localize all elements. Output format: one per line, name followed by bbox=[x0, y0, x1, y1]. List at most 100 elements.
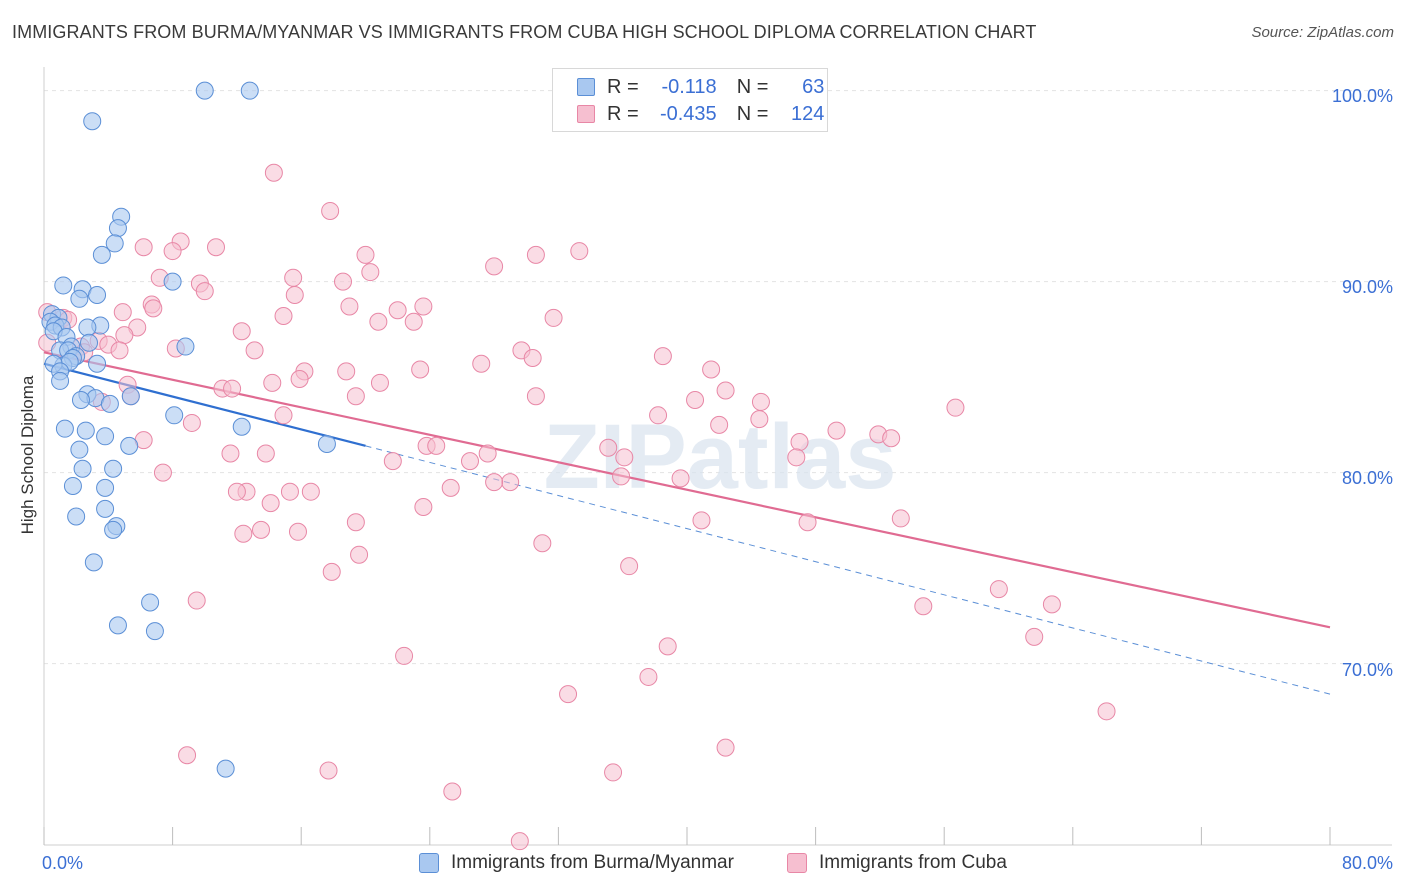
point-cuba bbox=[716, 381, 735, 400]
x-tick-label-right: 80.0% bbox=[1341, 853, 1393, 873]
point-cuba bbox=[370, 373, 389, 392]
point-burma bbox=[105, 234, 124, 253]
y-tick-label-90: 90.0% bbox=[1341, 277, 1393, 297]
point-cuba bbox=[290, 370, 309, 389]
legend-label-burma: Immigrants from Burma/Myanmar bbox=[451, 852, 734, 873]
point-burma bbox=[55, 419, 74, 438]
legend-item-burma[interactable]: Immigrants from Burma/Myanmar bbox=[419, 852, 734, 874]
n-value: 63 bbox=[802, 75, 825, 98]
point-cuba bbox=[716, 738, 735, 757]
point-cuba bbox=[284, 268, 303, 287]
point-cuba bbox=[263, 373, 282, 392]
point-cuba bbox=[319, 761, 338, 780]
point-cuba bbox=[544, 308, 563, 327]
point-cuba bbox=[478, 444, 497, 463]
stats-row-cuba: R = -0.435 N = 124 bbox=[577, 101, 824, 127]
point-cuba bbox=[510, 832, 529, 851]
point-cuba bbox=[443, 782, 462, 801]
point-cuba bbox=[274, 306, 293, 325]
point-burma bbox=[108, 219, 127, 238]
series-legend: Immigrants from Burma/Myanmar Immigrants… bbox=[0, 852, 1406, 878]
point-burma bbox=[104, 520, 123, 539]
trend-line-cuba bbox=[43, 351, 1331, 629]
burma-legend-swatch bbox=[419, 853, 439, 873]
point-burma bbox=[76, 421, 95, 440]
point-cuba bbox=[207, 238, 226, 257]
point-cuba bbox=[460, 452, 479, 471]
point-cuba bbox=[790, 433, 809, 452]
point-cuba bbox=[989, 580, 1008, 599]
legend-item-cuba[interactable]: Immigrants from Cuba bbox=[787, 852, 1007, 874]
point-cuba bbox=[559, 685, 578, 704]
point-cuba bbox=[798, 513, 817, 532]
point-burma bbox=[165, 406, 184, 425]
point-cuba bbox=[264, 163, 283, 182]
point-cuba bbox=[356, 245, 375, 264]
point-cuba bbox=[523, 349, 542, 368]
y-axis-title: High School Diploma bbox=[18, 375, 37, 535]
point-cuba bbox=[604, 763, 623, 782]
trend-line-burma bbox=[43, 362, 366, 447]
point-cuba bbox=[946, 398, 965, 417]
point-burma bbox=[317, 434, 336, 453]
data-points bbox=[38, 81, 1116, 851]
point-cuba bbox=[337, 362, 356, 381]
point-cuba bbox=[414, 497, 433, 516]
cuba-legend-swatch bbox=[787, 853, 807, 873]
point-cuba bbox=[256, 444, 275, 463]
stats-row-burma: R = -0.118 N = 63 bbox=[577, 74, 824, 100]
point-burma bbox=[108, 616, 127, 635]
point-cuba bbox=[110, 341, 129, 360]
point-burma bbox=[83, 112, 102, 131]
n-value: 124 bbox=[791, 102, 825, 125]
point-cuba bbox=[321, 201, 340, 220]
point-cuba bbox=[615, 448, 634, 467]
point-cuba bbox=[115, 326, 134, 345]
point-cuba bbox=[301, 482, 320, 501]
stats-legend: R = -0.118 N = 63 R = -0.435 N = 124 bbox=[552, 68, 828, 132]
point-cuba bbox=[261, 494, 280, 513]
point-cuba bbox=[280, 482, 299, 501]
point-burma bbox=[240, 81, 259, 100]
point-cuba bbox=[346, 387, 365, 406]
point-cuba bbox=[827, 421, 846, 440]
point-cuba bbox=[599, 438, 618, 457]
point-burma bbox=[96, 499, 115, 518]
point-burma bbox=[71, 391, 90, 410]
point-cuba bbox=[252, 520, 271, 539]
grid-lines bbox=[44, 90, 1392, 665]
point-cuba bbox=[649, 406, 668, 425]
point-cuba bbox=[178, 746, 197, 765]
point-burma bbox=[80, 333, 99, 352]
point-cuba bbox=[686, 391, 705, 410]
point-cuba bbox=[163, 242, 182, 261]
point-cuba bbox=[501, 473, 520, 492]
point-cuba bbox=[485, 257, 504, 276]
point-cuba bbox=[153, 463, 172, 482]
point-burma bbox=[104, 459, 123, 478]
point-cuba bbox=[288, 522, 307, 541]
point-burma bbox=[78, 318, 97, 337]
point-cuba bbox=[388, 301, 407, 320]
point-cuba bbox=[472, 354, 491, 373]
point-cuba bbox=[639, 667, 658, 686]
point-cuba bbox=[195, 282, 214, 301]
point-burma bbox=[63, 476, 82, 495]
point-cuba bbox=[322, 562, 341, 581]
point-cuba bbox=[692, 511, 711, 530]
point-burma bbox=[73, 459, 92, 478]
point-cuba bbox=[361, 263, 380, 282]
point-cuba bbox=[787, 448, 806, 467]
point-burma bbox=[141, 593, 160, 612]
point-cuba bbox=[234, 524, 253, 543]
point-cuba bbox=[369, 312, 388, 331]
point-cuba bbox=[350, 545, 369, 564]
point-cuba bbox=[751, 392, 770, 411]
point-cuba bbox=[570, 242, 589, 261]
point-cuba bbox=[245, 341, 264, 360]
point-burma bbox=[100, 394, 119, 413]
point-burma bbox=[163, 272, 182, 291]
point-cuba bbox=[1042, 595, 1061, 614]
r-label: R = bbox=[607, 75, 639, 98]
